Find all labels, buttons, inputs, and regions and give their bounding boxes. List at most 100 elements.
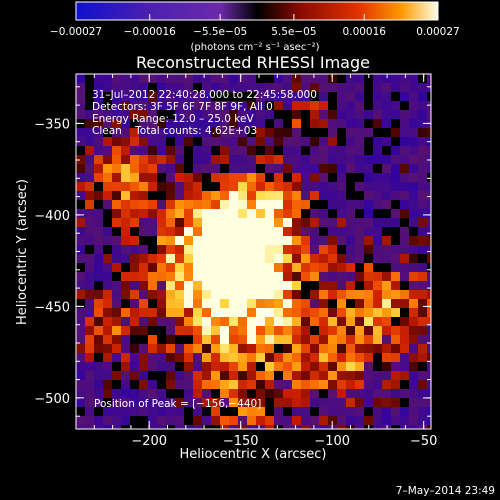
heatmap-cell [238, 290, 248, 300]
heatmap-cell [391, 92, 401, 102]
heatmap-cell [112, 146, 122, 156]
heatmap-cell [283, 164, 293, 174]
heatmap-cell [157, 263, 167, 273]
heatmap-cell [184, 200, 194, 210]
heatmap-cell [265, 92, 275, 102]
heatmap-cell [211, 119, 221, 129]
heatmap-cell [373, 101, 383, 111]
heatmap-cell [103, 344, 113, 354]
heatmap-cell [157, 92, 167, 102]
heatmap-cell [202, 83, 212, 93]
heatmap-cell [184, 335, 194, 345]
heatmap-cell [301, 362, 311, 372]
heatmap-cell [247, 299, 257, 309]
heatmap-cell [94, 191, 104, 201]
heatmap-cell [337, 155, 347, 165]
heatmap-cell [319, 92, 329, 102]
heatmap-cell [193, 119, 203, 129]
heatmap-cell [274, 137, 284, 147]
heatmap-cell [256, 317, 266, 327]
peak-position-label: Position of Peak = [−156,−440] [94, 398, 261, 410]
heatmap-cell [202, 182, 212, 192]
heatmap-cell [184, 227, 194, 237]
heatmap-cell [166, 407, 176, 417]
heatmap-cell [346, 290, 356, 300]
heatmap-cell [400, 92, 410, 102]
heatmap-cell [211, 182, 221, 192]
heatmap-cell [103, 110, 113, 120]
heatmap-cell [427, 335, 431, 345]
heatmap-cell [256, 398, 266, 408]
heatmap-cell [265, 371, 275, 381]
heatmap-cell [364, 101, 374, 111]
heatmap-cell [94, 425, 104, 429]
heatmap-cell [409, 137, 419, 147]
heatmap-cell [418, 245, 428, 255]
heatmap-cell [184, 209, 194, 219]
heatmap-cell [364, 200, 374, 210]
heatmap-cell [409, 227, 419, 237]
heatmap-cell [157, 110, 167, 120]
heatmap-cell [382, 146, 392, 156]
heatmap-cell [301, 209, 311, 219]
heatmap-cell [157, 371, 167, 381]
heatmap-cell [337, 317, 347, 327]
heatmap-cell [94, 74, 104, 84]
heatmap-cell [400, 218, 410, 228]
heatmap-cell [76, 128, 86, 138]
heatmap-cell [130, 101, 140, 111]
heatmap-cell [85, 236, 95, 246]
heatmap-cell [364, 380, 374, 390]
heatmap-cell [238, 155, 248, 165]
heatmap-cell [175, 389, 185, 399]
heatmap-cell [247, 236, 257, 246]
heatmap-cell [130, 290, 140, 300]
heatmap-cell [328, 236, 338, 246]
heatmap-cell [166, 155, 176, 165]
heatmap-cell [220, 209, 230, 219]
heatmap-cell [211, 263, 221, 273]
heatmap-cell [166, 281, 176, 291]
heatmap-cell [247, 290, 257, 300]
heatmap-cell [319, 110, 329, 120]
heatmap-cell [94, 236, 104, 246]
heatmap-cell [310, 272, 320, 282]
heatmap-cell [148, 92, 158, 102]
heatmap-cell [112, 218, 122, 228]
heatmap-cell [229, 236, 239, 246]
heatmap-cell [400, 380, 410, 390]
heatmap-cell [130, 119, 140, 129]
heatmap-cell [265, 236, 275, 246]
heatmap-cell [184, 389, 194, 399]
heatmap-cell [238, 137, 248, 147]
heatmap-cell [364, 146, 374, 156]
heatmap-cell [193, 263, 203, 273]
heatmap-cell [328, 335, 338, 345]
heatmap-cell [229, 209, 239, 219]
heatmap-cell [292, 209, 302, 219]
heatmap-cell [274, 182, 284, 192]
heatmap-cell [112, 362, 122, 372]
heatmap-cell [310, 335, 320, 345]
heatmap-cell [391, 101, 401, 111]
heatmap-cell [337, 272, 347, 282]
heatmap-cell [112, 308, 122, 318]
heatmap-cell [112, 92, 122, 102]
heatmap-cell [193, 236, 203, 246]
heatmap-cell [229, 281, 239, 291]
heatmap-cell [355, 371, 365, 381]
heatmap-cell [94, 137, 104, 147]
heatmap-cell [157, 155, 167, 165]
heatmap-cell [220, 173, 230, 183]
heatmap-cell [400, 353, 410, 363]
heatmap-cell [409, 371, 419, 381]
heatmap-cell [427, 182, 431, 192]
heatmap-cell [265, 254, 275, 264]
heatmap-cell [166, 335, 176, 345]
heatmap-cell [373, 92, 383, 102]
heatmap-cell [274, 119, 284, 129]
heatmap-cell [247, 272, 257, 282]
heatmap-cell [346, 92, 356, 102]
heatmap-cell [418, 398, 428, 408]
heatmap-cell [220, 236, 230, 246]
